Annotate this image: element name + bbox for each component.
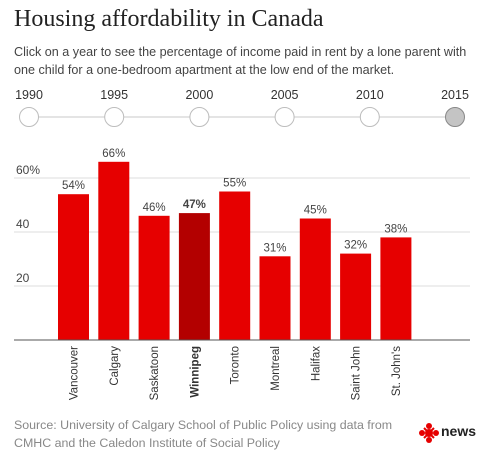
bar-montreal — [259, 256, 291, 340]
bar-value-label: 66% — [102, 148, 125, 160]
bar-value-label: 54% — [62, 180, 85, 192]
bar-toronto — [219, 191, 251, 340]
y-tick-label: 60% — [16, 163, 40, 177]
bar-saint-john — [340, 253, 372, 340]
timeline-year-label: 2015 — [441, 88, 469, 102]
bar-winnipeg — [178, 213, 210, 340]
timeline-year-label: 1995 — [100, 88, 128, 102]
y-tick-label: 40 — [16, 217, 30, 231]
bar-value-label: 46% — [143, 202, 166, 214]
bar-saskatoon — [138, 215, 170, 340]
timeline-year-2000-button[interactable] — [189, 107, 210, 127]
bar-chart: 20 40 60% 54% Vancouver 66% Calgary 46% Saskatoo… — [14, 148, 470, 400]
bar-value-label: 31% — [263, 242, 286, 254]
bar-value-label: 45% — [304, 205, 327, 217]
y-tick-label: 20 — [16, 271, 30, 285]
chart-title: Housing affordability in Canada — [14, 6, 324, 32]
x-tick-label: Toronto — [230, 346, 242, 384]
x-tick-label: Vancouver — [69, 346, 81, 400]
bar-value-label: 55% — [223, 178, 246, 190]
bar-halifax — [299, 218, 331, 340]
logo-wordmark: news — [441, 423, 477, 439]
timeline-year-label: 2000 — [185, 88, 213, 102]
timeline-year-label: 1990 — [15, 88, 43, 102]
bar-vancouver — [58, 194, 89, 340]
timeline-year-1995-button[interactable] — [104, 107, 125, 127]
x-tick-label: Calgary — [109, 346, 121, 386]
timeline-year-1990-button[interactable] — [19, 107, 39, 127]
year-timeline: 1990 1995 2000 2005 2010 2015 — [15, 88, 469, 127]
timeline-year-label: 2010 — [356, 88, 384, 102]
timeline-year-2010-button[interactable] — [359, 107, 380, 127]
bar-value-label: 38% — [384, 223, 407, 235]
timeline-year-label: 2005 — [271, 88, 299, 102]
x-tick-label: Montreal — [270, 346, 282, 391]
timeline-year-2005-button[interactable] — [274, 107, 295, 127]
x-tick-label: Winnipeg — [189, 346, 201, 398]
bar-st-john-s — [380, 237, 412, 340]
cbc-gem-icon — [419, 423, 439, 443]
x-tick-label: Saskatoon — [149, 346, 161, 400]
bar-calgary — [98, 161, 130, 340]
bar-value-label: 47% — [183, 199, 206, 211]
cbc-news-logo: news — [419, 421, 479, 445]
x-tick-label: Halifax — [310, 346, 322, 381]
bar-value-label: 32% — [344, 240, 367, 252]
timeline-year-2015-button[interactable] — [445, 107, 465, 127]
x-tick-label: Saint John — [351, 346, 363, 400]
x-tick-label: St. John's — [391, 346, 403, 396]
chart-subtitle: Click on a year to see the percentage of… — [14, 45, 467, 77]
source-note: Source: University of Calgary School of … — [14, 418, 393, 450]
